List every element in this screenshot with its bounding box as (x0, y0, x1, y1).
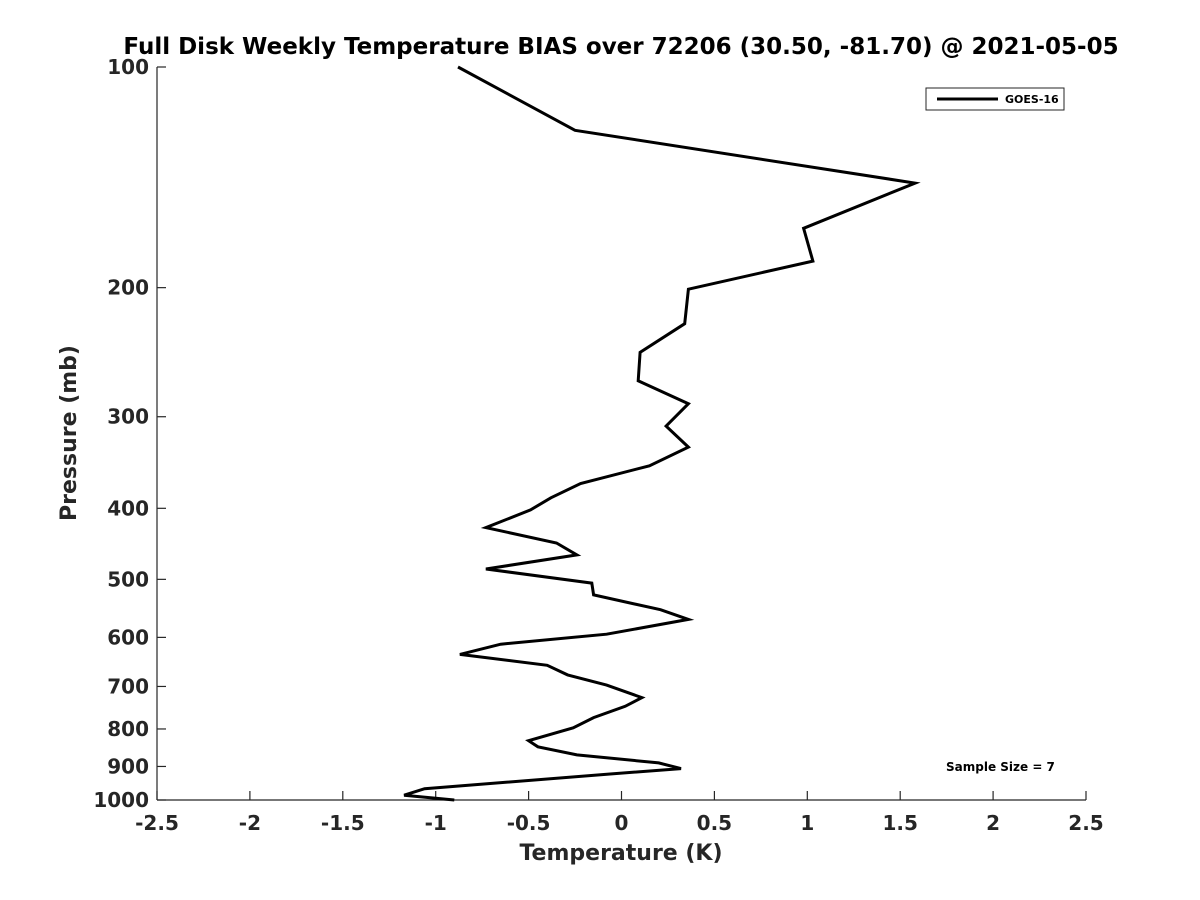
y-tick-label: 900 (107, 754, 149, 778)
y-tick-label: 100 (107, 55, 149, 79)
x-ticks: -2.5 -2 -1.5 -1 -0.5 0 0.5 1 1.5 2 2.5 (135, 791, 1104, 835)
x-tick-label: 0 (615, 811, 629, 835)
y-tick-label: 1000 (93, 788, 149, 812)
x-axis-label: Temperature (K) (519, 841, 722, 866)
y-tick-label: 800 (107, 717, 149, 741)
legend-entry: GOES-16 (1005, 93, 1059, 106)
chart-title: Full Disk Weekly Temperature BIAS over 7… (123, 34, 1118, 60)
legend: GOES-16 (925, 87, 1065, 111)
x-tick-label: 1.5 (882, 811, 917, 835)
sample-size-annotation: Sample Size = 7 (946, 760, 1055, 774)
y-axis-label: Pressure (mb) (57, 345, 82, 521)
y-tick-label: 400 (107, 496, 149, 520)
y-tick-label: 600 (107, 625, 149, 649)
y-tick-label: 300 (107, 405, 149, 429)
y-tick-label: 700 (107, 674, 149, 698)
y-ticks: 100 200 300 400 500 600 700 800 900 1000 (93, 55, 166, 812)
x-tick-label: -2.5 (135, 811, 179, 835)
x-tick-label: 2.5 (1068, 811, 1103, 835)
y-tick-label: 500 (107, 567, 149, 591)
x-tick-label: -1 (425, 811, 447, 835)
series-line-goes16 (403, 65, 921, 802)
x-tick-label: -1.5 (321, 811, 365, 835)
x-tick-label: 0.5 (697, 811, 732, 835)
x-tick-label: 2 (986, 811, 1000, 835)
plot-area: -2.5 -2 -1.5 -1 -0.5 0 0.5 1 1.5 2 2.5 100 200 300 40… (93, 55, 1103, 835)
x-tick-label: -0.5 (507, 811, 551, 835)
x-tick-label: 1 (800, 811, 814, 835)
x-tick-label: -2 (239, 811, 261, 835)
y-tick-label: 200 (107, 276, 149, 300)
